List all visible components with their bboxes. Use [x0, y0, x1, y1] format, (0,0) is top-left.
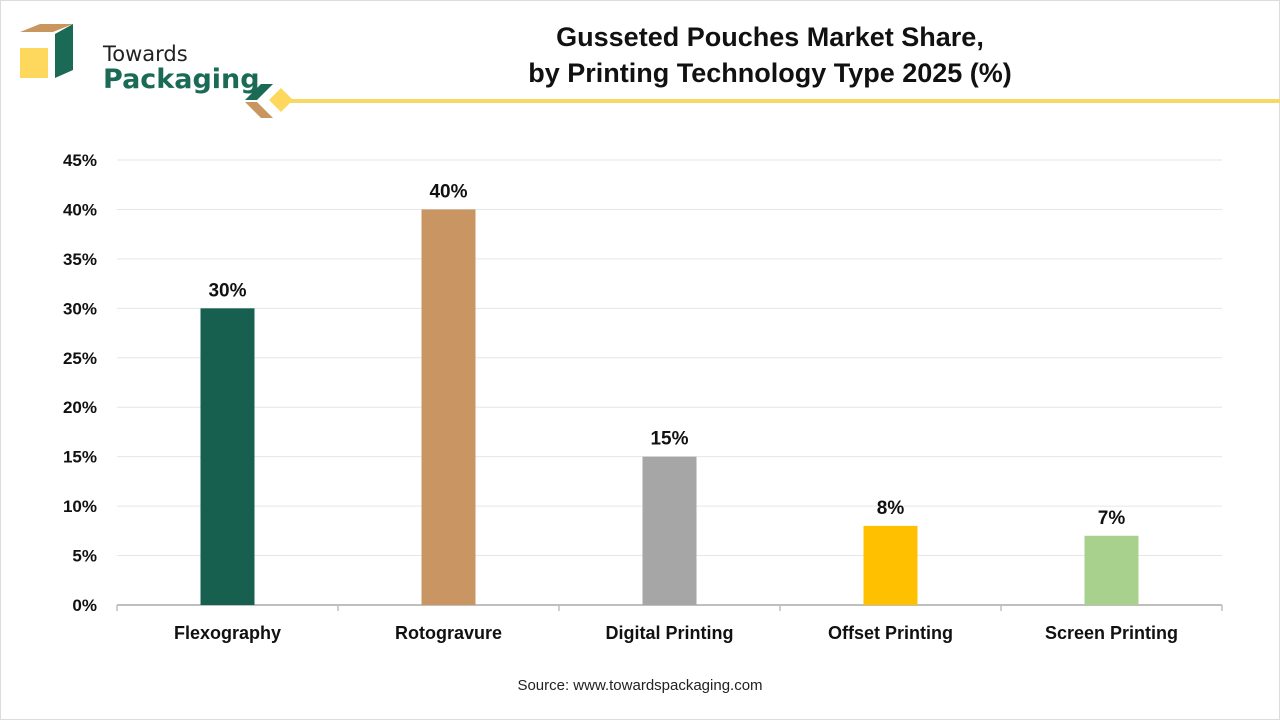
data-label: 30%: [208, 280, 246, 301]
x-category-label: Screen Printing: [1045, 623, 1178, 643]
chart-title-line1: Gusseted Pouches Market Share,: [556, 22, 984, 52]
data-label: 7%: [1098, 508, 1126, 529]
x-category-label: Digital Printing: [606, 623, 734, 643]
diamond-marker-icon: [245, 84, 293, 118]
y-tick-label: 0%: [72, 596, 97, 615]
y-tick-label: 40%: [63, 200, 97, 219]
y-tick-label: 10%: [63, 497, 97, 516]
data-label: 8%: [877, 498, 905, 519]
bar-rotogravure: [421, 209, 476, 605]
bar-digital-printing: [642, 456, 697, 605]
x-category-label: Flexography: [174, 623, 281, 643]
y-tick-label: 45%: [63, 151, 97, 170]
y-tick-label: 15%: [63, 448, 97, 467]
x-category-label: Rotogravure: [395, 623, 502, 643]
y-tick-label: 20%: [63, 398, 97, 417]
data-label: 15%: [650, 429, 688, 450]
x-category-label: Offset Printing: [828, 623, 953, 643]
bar-flexography: [200, 308, 255, 605]
source-note: Source: www.towardspackaging.com: [517, 677, 763, 694]
chart-title-line2: by Printing Technology Type 2025 (%): [528, 58, 1012, 88]
bar-offset-printing: [863, 525, 918, 605]
y-tick-label: 30%: [63, 299, 97, 318]
brand-logo: Towards Packaging: [18, 22, 260, 95]
box-logo-icon: [20, 24, 73, 78]
y-tick-label: 25%: [63, 349, 97, 368]
accent-rule: [290, 99, 1280, 103]
y-tick-label: 35%: [63, 250, 97, 269]
brand-line1: Towards: [103, 42, 188, 66]
bar-screen-printing: [1084, 535, 1139, 605]
y-tick-label: 5%: [72, 547, 97, 566]
data-label: 40%: [429, 181, 467, 202]
brand-line2: Packaging: [103, 64, 260, 95]
